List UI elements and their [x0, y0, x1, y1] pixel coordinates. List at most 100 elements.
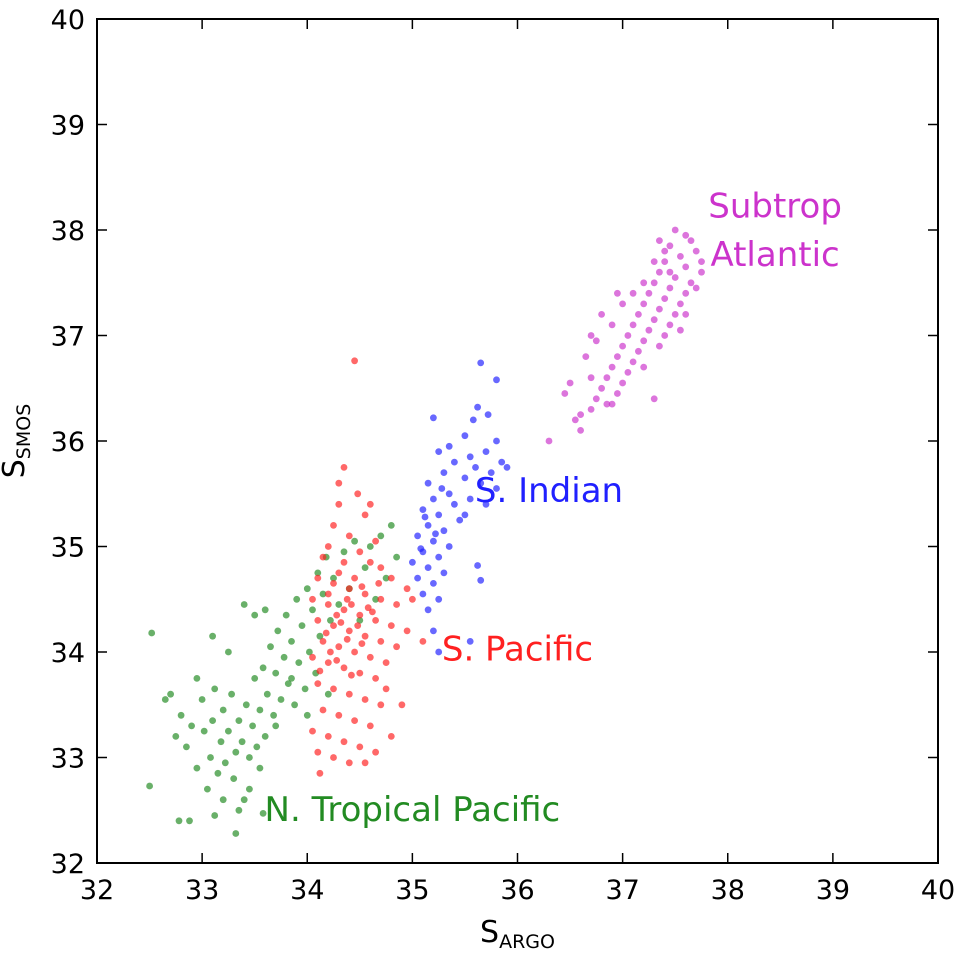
- data-point: [303, 711, 311, 719]
- data-point: [293, 595, 301, 603]
- data-point: [324, 733, 332, 740]
- data-point: [309, 653, 316, 661]
- data-point: [301, 685, 309, 693]
- data-point: [193, 675, 201, 682]
- y-tick-label: 39: [51, 111, 85, 142]
- data-point: [351, 717, 358, 724]
- data-point: [398, 701, 406, 709]
- data-point: [309, 727, 316, 735]
- data-point: [345, 759, 353, 767]
- data-point: [582, 353, 590, 360]
- data-point: [246, 785, 253, 793]
- data-point: [571, 416, 579, 424]
- data-point: [687, 237, 695, 245]
- series-annotation: Atlantic: [710, 235, 839, 275]
- data-point: [372, 617, 379, 624]
- data-point: [314, 748, 322, 756]
- data-point: [217, 738, 225, 746]
- data-point: [587, 406, 595, 413]
- data-point: [324, 590, 332, 598]
- data-point: [650, 279, 658, 287]
- x-tick-label: 35: [395, 875, 429, 906]
- data-point: [432, 530, 439, 538]
- data-point: [366, 543, 374, 550]
- data-point: [614, 289, 621, 297]
- data-point: [661, 332, 669, 339]
- data-point: [656, 237, 663, 245]
- data-point: [372, 537, 379, 545]
- y-tick-label: 36: [51, 427, 85, 458]
- data-point: [661, 247, 669, 255]
- data-point: [340, 664, 348, 672]
- data-point: [487, 469, 495, 476]
- data-point: [314, 680, 322, 687]
- data-point: [682, 311, 690, 318]
- x-tick-label: 40: [921, 875, 955, 906]
- data-point: [198, 696, 206, 703]
- data-point: [183, 743, 190, 751]
- data-point: [650, 395, 658, 403]
- data-point: [335, 569, 343, 577]
- data-point: [424, 522, 432, 529]
- data-point: [345, 690, 353, 698]
- data-point: [419, 638, 427, 645]
- data-point: [324, 601, 332, 608]
- data-point: [351, 648, 358, 656]
- data-point: [204, 785, 211, 793]
- data-point: [340, 606, 348, 614]
- data-point: [666, 242, 674, 250]
- data-point: [288, 638, 295, 645]
- data-point: [640, 337, 648, 345]
- data-point: [461, 474, 469, 482]
- x-axis-label-main: S: [480, 915, 499, 950]
- data-point: [619, 300, 626, 308]
- data-point: [235, 717, 243, 724]
- data-point: [193, 764, 201, 772]
- data-point: [261, 733, 269, 740]
- data-point: [456, 516, 464, 524]
- data-point: [314, 574, 322, 582]
- data-point: [200, 727, 208, 735]
- data-point: [477, 576, 485, 584]
- data-point: [466, 638, 474, 645]
- data-point: [240, 796, 248, 804]
- data-point: [322, 629, 330, 637]
- data-point: [629, 358, 637, 366]
- data-point: [671, 274, 679, 281]
- data-point: [354, 622, 362, 629]
- data-point: [319, 553, 327, 561]
- data-point: [316, 667, 324, 675]
- data-point: [366, 500, 374, 508]
- data-point: [603, 374, 611, 382]
- x-tick-label: 36: [500, 875, 534, 906]
- data-point: [327, 648, 334, 656]
- data-point: [356, 669, 364, 677]
- data-point: [598, 311, 605, 318]
- data-point: [424, 606, 432, 614]
- data-point: [356, 548, 364, 556]
- data-point: [372, 675, 379, 682]
- data-point: [445, 543, 453, 550]
- data-point: [656, 268, 663, 276]
- data-point: [645, 326, 653, 334]
- data-point: [366, 558, 374, 566]
- data-point: [419, 506, 427, 513]
- data-point: [356, 617, 364, 624]
- data-point: [682, 289, 690, 297]
- data-point: [314, 617, 322, 624]
- data-point: [430, 580, 437, 587]
- data-point: [358, 583, 366, 590]
- x-tick-label: 39: [816, 875, 850, 906]
- data-point: [340, 558, 348, 566]
- data-point: [387, 522, 395, 529]
- data-point: [629, 289, 637, 297]
- data-point: [482, 448, 490, 455]
- data-point: [474, 562, 481, 569]
- data-point: [330, 622, 337, 629]
- y-tick-label: 32: [51, 849, 85, 880]
- data-point: [377, 564, 385, 571]
- data-point: [650, 258, 658, 265]
- data-point: [640, 279, 648, 287]
- data-point: [698, 268, 705, 276]
- data-point: [188, 722, 196, 730]
